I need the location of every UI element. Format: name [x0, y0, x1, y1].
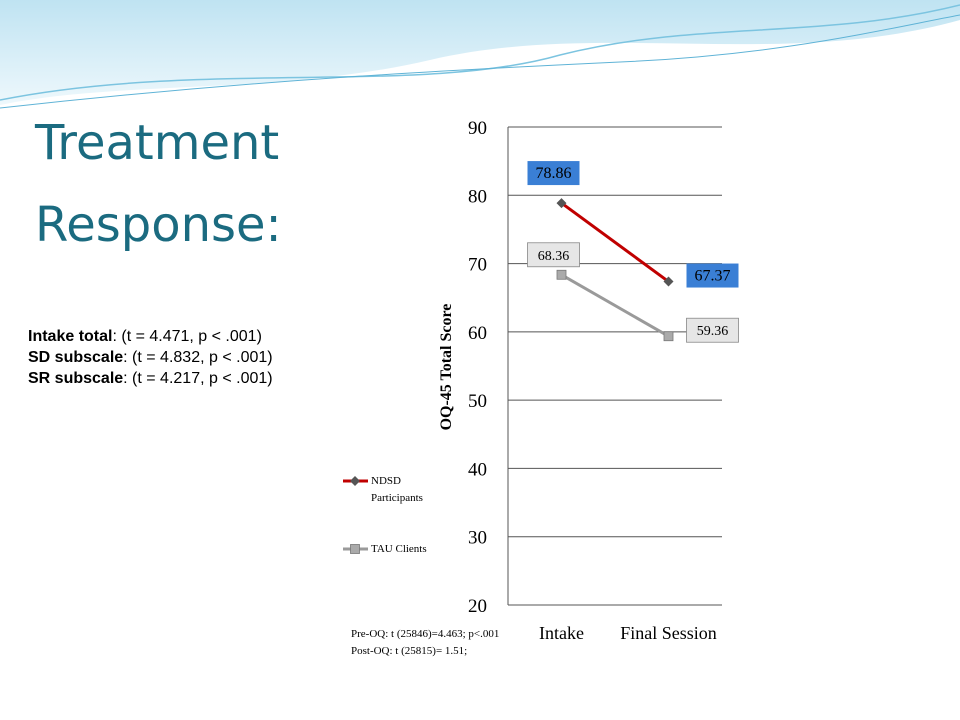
y-tick-label: 70	[468, 255, 487, 276]
stats-label: SR subscale	[28, 370, 124, 387]
y-tick-label: 50	[468, 391, 487, 412]
data-label: 59.36	[697, 324, 729, 339]
series-line	[560, 201, 670, 283]
x-tick-label: Final Session	[620, 623, 717, 643]
legend-label: TAU Clients	[371, 543, 427, 555]
stats-line: SD subscale: (t = 4.832, p < .001)	[28, 347, 273, 368]
data-label-box	[686, 317, 739, 343]
data-label: 67.37	[695, 268, 731, 285]
y-tick-label: 20	[468, 596, 487, 617]
y-tick-label: 30	[468, 528, 487, 549]
legend-marker	[350, 476, 360, 486]
note-line: Pre-OQ: t (25846)=4.463; p<.001	[351, 628, 500, 640]
data-label: 78.86	[536, 165, 572, 182]
chart-notes: Pre-OQ: t (25846)=4.463; p<.001 Post-OQ: …	[351, 626, 523, 660]
data-label-box	[527, 242, 580, 268]
series-line	[560, 273, 670, 338]
stats-line: SR subscale: (t = 4.217, p < .001)	[28, 368, 273, 389]
y-axis-label: OQ-45 Total Score	[438, 304, 455, 431]
slide-title: Treatment Response:	[35, 115, 282, 253]
x-tick-label: Intake	[539, 623, 584, 643]
legend-label: NDSD Participants	[371, 475, 423, 504]
y-tick-label: 90	[468, 118, 487, 139]
stats-block: Intake total: (t = 4.471, p < .001) SD su…	[28, 326, 273, 389]
data-point	[556, 198, 567, 209]
stats-label: Intake total	[28, 328, 113, 345]
stats-text: : (t = 4.217, p < .001)	[123, 370, 273, 387]
y-tick-label: 60	[468, 323, 487, 344]
note-line: Post-OQ: t (25815)= 1.51;	[351, 645, 468, 657]
data-label-box	[527, 161, 580, 186]
data-label-box	[686, 263, 739, 288]
stats-text: : (t = 4.832, p < .001)	[123, 349, 273, 366]
data-point	[663, 276, 674, 287]
y-tick-label: 80	[468, 186, 487, 207]
legend-marker	[350, 544, 360, 554]
y-tick-label: 40	[468, 459, 487, 480]
stats-text: : (t = 4.471, p < .001)	[112, 328, 262, 345]
stats-line: Intake total: (t = 4.471, p < .001)	[28, 326, 273, 347]
data-label: 68.36	[538, 249, 570, 264]
data-point	[556, 269, 567, 280]
stats-label: SD subscale	[28, 349, 124, 366]
data-point	[663, 331, 674, 342]
